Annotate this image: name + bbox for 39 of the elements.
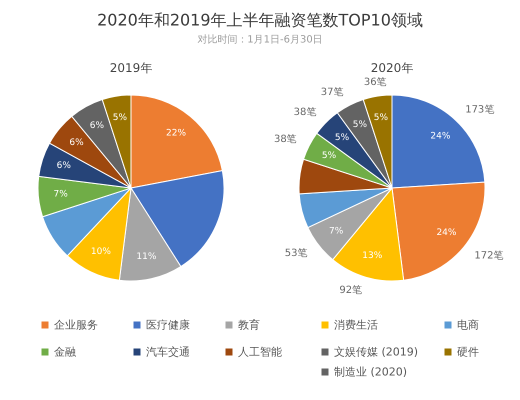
legend-label: 人工智能 bbox=[238, 346, 282, 358]
legend-label: 汽车交通 bbox=[146, 346, 190, 358]
data-label: 7% bbox=[54, 190, 68, 200]
count-label: 53笔 bbox=[284, 248, 308, 260]
data-label: 22% bbox=[166, 128, 186, 139]
data-label: 5% bbox=[112, 113, 128, 124]
count-label: 173笔 bbox=[465, 104, 494, 116]
legend-label: 电商 bbox=[457, 318, 479, 332]
legend-label: 硬件 bbox=[457, 346, 479, 358]
count-label: 38笔 bbox=[274, 134, 297, 145]
pie-title: 2020年 bbox=[370, 61, 414, 75]
count-label: 172笔 bbox=[474, 250, 504, 262]
data-label: 7% bbox=[329, 226, 344, 236]
data-label: 24% bbox=[436, 228, 456, 238]
data-label: 5% bbox=[352, 120, 368, 130]
count-label: 38笔 bbox=[294, 106, 316, 118]
data-label: 10% bbox=[90, 246, 111, 257]
subtitle: 对比时间：1月1日-6月30日 bbox=[197, 34, 323, 46]
data-label: 5% bbox=[322, 150, 336, 161]
legend-label: 医疗健康 bbox=[146, 318, 190, 332]
legend-label: 消费生活 bbox=[334, 318, 378, 332]
count-label: 36笔 bbox=[364, 76, 387, 88]
legend-label: 制造业 (2020) bbox=[334, 366, 408, 378]
legend-label: 教育 bbox=[238, 318, 260, 332]
data-label: 6% bbox=[69, 138, 84, 148]
data-label: 13% bbox=[362, 250, 382, 261]
legend-label: 企业服务 bbox=[54, 318, 98, 332]
count-label: 92笔 bbox=[339, 285, 362, 296]
title: 2020年和2019年上半年融资笔数TOP10领域 bbox=[97, 10, 423, 30]
data-label: 5% bbox=[374, 113, 388, 124]
data-label: 24% bbox=[430, 131, 450, 142]
legend-label: 金融 bbox=[54, 346, 76, 358]
data-label: 6% bbox=[56, 161, 71, 172]
pie-title: 2019年 bbox=[110, 61, 152, 75]
legend-label: 文娱传媒 (2019) bbox=[334, 346, 418, 358]
data-label: 11% bbox=[136, 252, 156, 262]
data-label: 6% bbox=[90, 121, 104, 132]
data-label: 5% bbox=[334, 133, 350, 144]
count-label: 37笔 bbox=[320, 87, 344, 98]
